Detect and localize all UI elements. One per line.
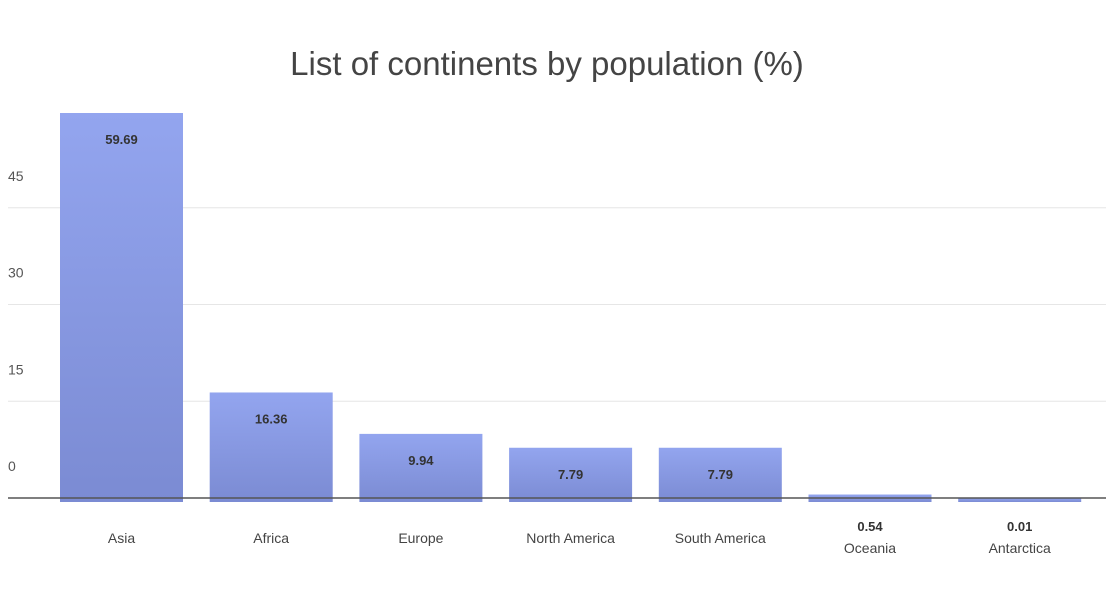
data-label: 7.79 xyxy=(708,467,733,482)
y-axis-ticks: 0 15 30 45 xyxy=(8,168,24,474)
y-tick-label: 15 xyxy=(8,361,24,377)
x-tick-label: Africa xyxy=(253,530,289,546)
bars xyxy=(60,112,1082,502)
bar-south-america xyxy=(658,447,782,502)
chart-title: List of continents by population (%) xyxy=(290,45,804,82)
bar-asia xyxy=(60,112,183,502)
bar-antarctica xyxy=(958,497,1082,502)
x-tick-label: Europe xyxy=(398,530,443,546)
x-tick-label: Asia xyxy=(108,530,135,546)
x-tick-label: North America xyxy=(526,530,615,546)
data-label: 16.36 xyxy=(255,411,288,426)
y-tick-label: 30 xyxy=(8,265,24,281)
data-labels: 59.69 16.36 9.94 7.79 7.79 0.54 0.01 xyxy=(105,132,1032,534)
data-label: 0.54 xyxy=(857,519,883,534)
data-label: 9.94 xyxy=(408,453,434,468)
bar-africa xyxy=(209,392,333,502)
data-label: 59.69 xyxy=(105,132,138,147)
y-tick-label: 0 xyxy=(8,458,16,474)
category-labels: Asia Africa Europe North America South Ameri… xyxy=(108,530,1051,556)
x-tick-label: Oceania xyxy=(844,540,896,556)
bar-north-america xyxy=(509,447,633,502)
x-tick-label: Antarctica xyxy=(989,540,1051,556)
data-label: 7.79 xyxy=(558,467,583,482)
y-tick-label: 45 xyxy=(8,168,24,184)
data-label: 0.01 xyxy=(1007,519,1032,534)
gridlines xyxy=(8,207,1106,402)
bar-europe xyxy=(359,433,483,502)
x-tick-label: South America xyxy=(675,530,766,546)
